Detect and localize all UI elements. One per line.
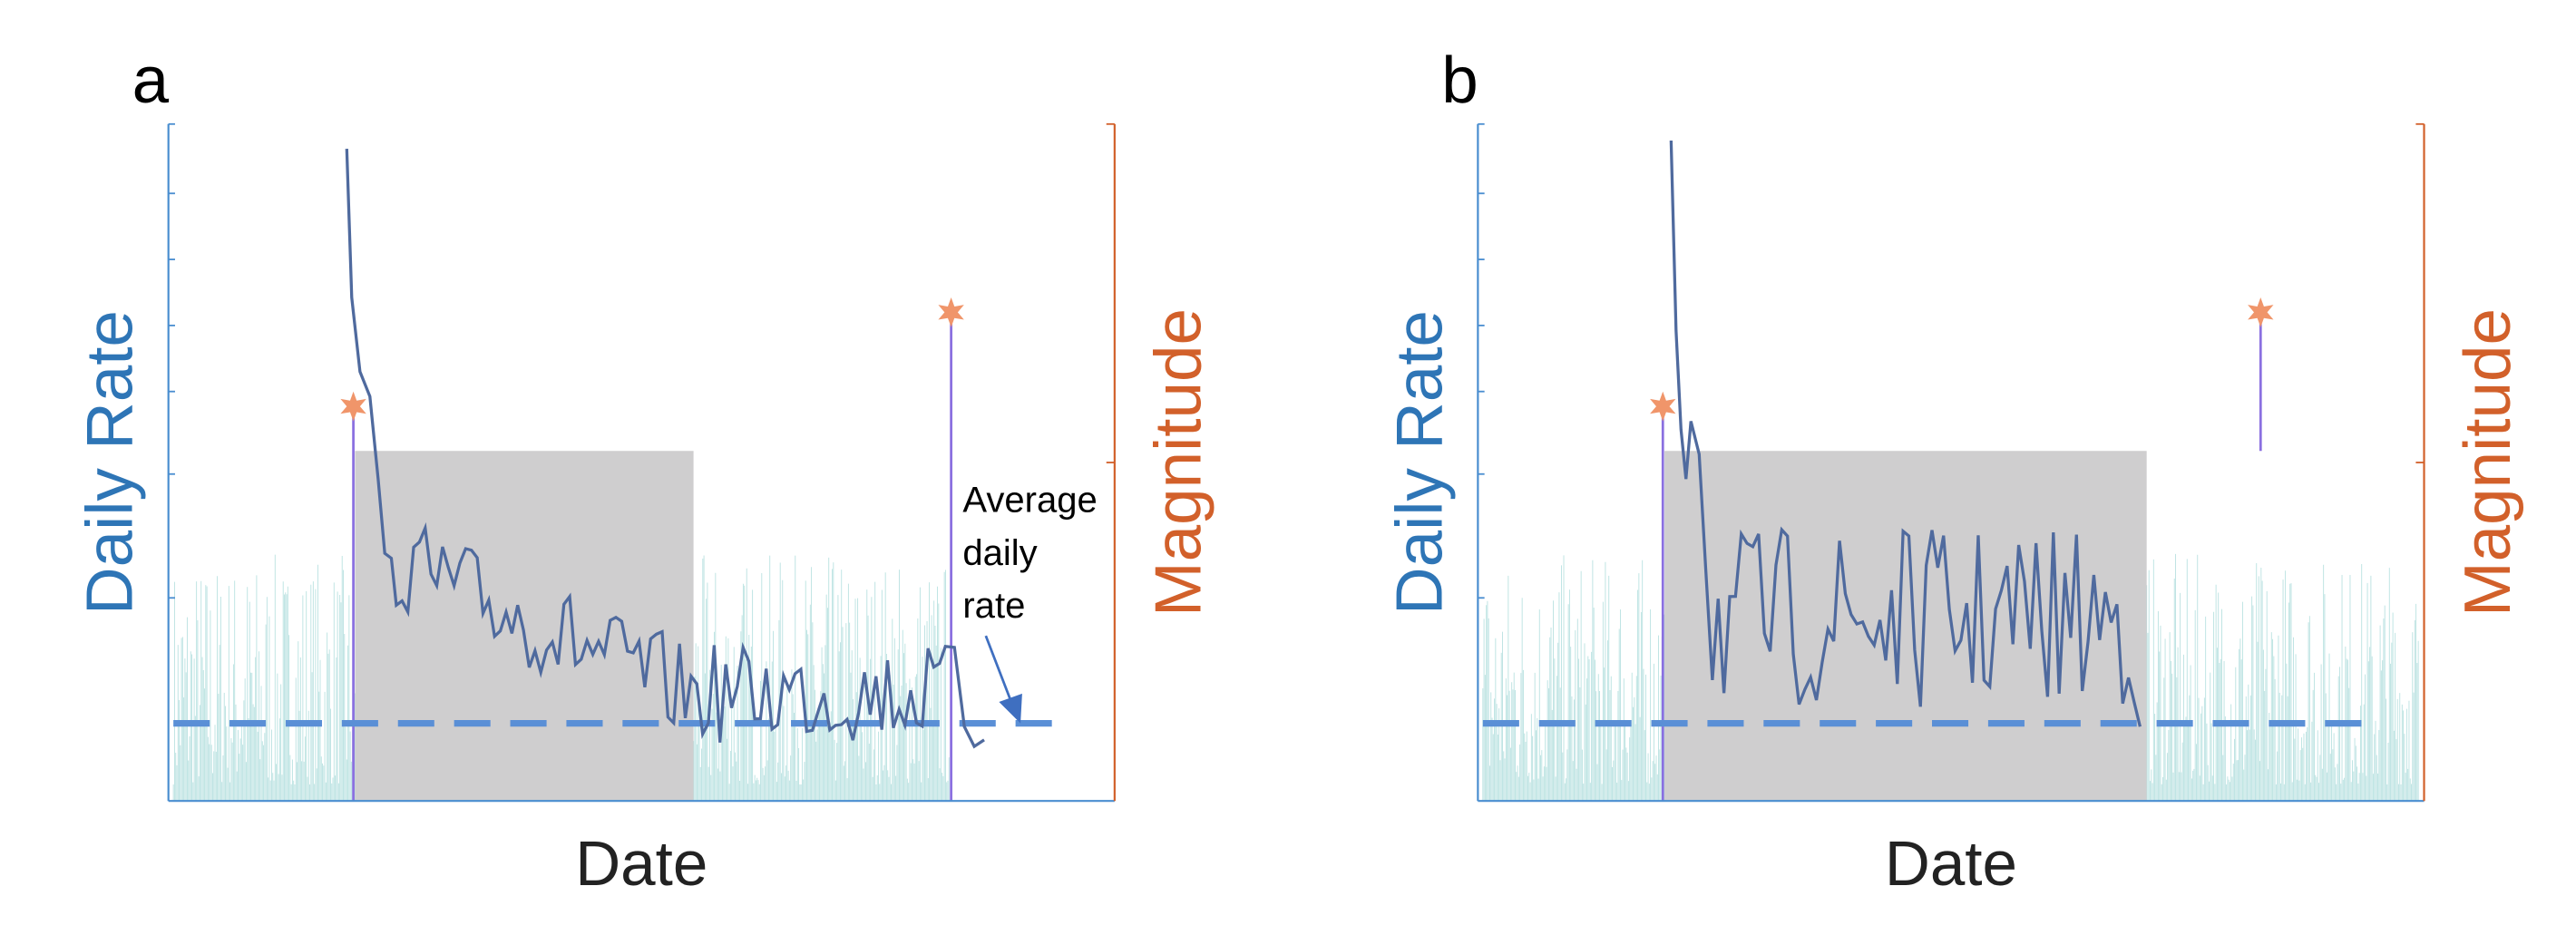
y-axis-label: Daily Rate [1382,310,1456,615]
arrow-head [999,693,1022,724]
aftershock-window [355,451,694,802]
annotation: rate [962,586,1025,626]
rate-trace [345,149,985,749]
rate-trace [1669,140,2142,727]
x-axis-label: Date [575,828,707,899]
aftershock-window [1664,451,2147,802]
event-star [2248,297,2274,327]
panel-label: b [1441,44,1478,117]
event-star [1650,391,1676,422]
panel-label: a [132,44,170,117]
annotation-arrow [984,635,1012,701]
y2-axis-label: Magnitude [1142,308,1215,617]
y-axis-label: Daily Rate [73,310,147,615]
event-star [938,297,964,327]
annotation: Average [962,481,1097,521]
event-star [340,391,366,422]
annotation: daily [962,533,1037,573]
x-axis-label: Date [1885,828,2017,899]
y2-axis-label: Magnitude [2451,308,2524,617]
